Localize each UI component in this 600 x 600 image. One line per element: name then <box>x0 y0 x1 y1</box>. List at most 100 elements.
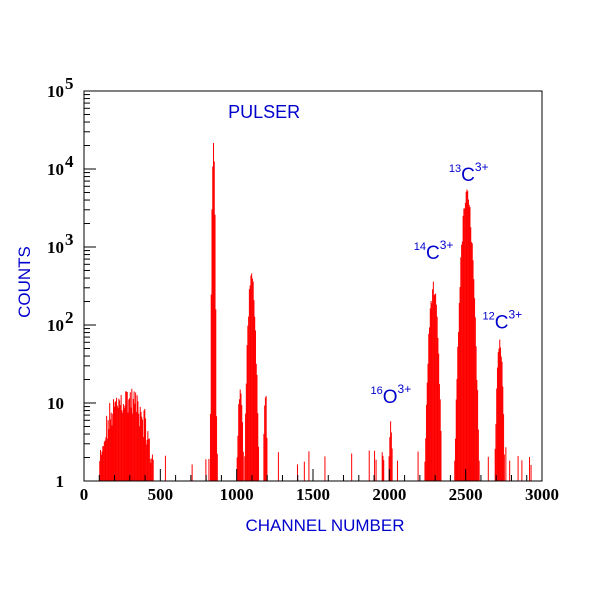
histogram-bar <box>248 289 250 481</box>
histogram-bar <box>351 453 353 481</box>
histogram-bar <box>244 456 246 481</box>
histogram-bar <box>191 464 193 481</box>
histogram-bar <box>252 281 254 481</box>
histogram-bar <box>101 451 103 481</box>
y-tick-exponent: 5 <box>65 74 74 93</box>
histogram-bar <box>257 413 259 481</box>
histogram-bar <box>245 413 247 481</box>
histogram-bar <box>375 459 377 481</box>
histogram-bar <box>454 460 456 481</box>
histogram-bar <box>437 337 439 481</box>
histogram-bar <box>466 189 468 481</box>
histogram-bar <box>459 287 461 481</box>
histogram-bar <box>464 202 466 481</box>
x-tick-label: 2500 <box>449 485 483 504</box>
histogram-bar <box>142 437 144 481</box>
histogram-bar <box>135 392 137 481</box>
histogram-bar <box>151 454 153 481</box>
histogram-bar <box>135 412 137 481</box>
x-tick-label: 1500 <box>296 485 330 504</box>
histogram-bar <box>115 401 117 481</box>
histogram-bar <box>438 384 440 481</box>
histogram-bar <box>124 405 126 481</box>
histogram-bar <box>501 361 503 481</box>
histogram-bar <box>133 391 135 481</box>
histogram-bar <box>216 453 218 481</box>
histogram-bar <box>473 279 475 481</box>
histogram-bar <box>110 412 112 481</box>
histogram-bar <box>463 208 465 481</box>
histogram-bar <box>106 415 108 481</box>
histogram-bar <box>457 346 459 481</box>
histogram-bar <box>432 289 434 481</box>
histogram-bar <box>119 400 121 481</box>
histogram-bar <box>434 294 436 481</box>
histogram-bar <box>125 391 127 481</box>
histogram-bar <box>102 446 104 481</box>
histogram-bar <box>123 408 125 481</box>
histogram-bar <box>428 333 430 481</box>
histogram-bar <box>149 458 151 481</box>
histogram-bar <box>147 431 149 481</box>
histogram-bar <box>212 166 214 481</box>
histogram-bar <box>209 413 211 481</box>
histogram-bar <box>477 429 479 481</box>
histogram-bar <box>126 391 128 481</box>
histogram-bar <box>390 432 392 481</box>
histogram-bar <box>435 293 437 481</box>
histogram-bar <box>139 406 141 481</box>
histogram-bar <box>100 454 102 481</box>
histogram-bar <box>151 458 153 481</box>
histogram-bar <box>138 413 140 481</box>
histogram-bar <box>458 331 460 481</box>
annotation-16o3plus: 16O3+ <box>371 382 412 408</box>
x-tick-label: 1000 <box>220 485 254 504</box>
histogram-bar <box>530 464 532 481</box>
histogram-bar <box>129 398 131 481</box>
histogram-bar <box>475 346 477 481</box>
histogram-bar <box>472 260 474 481</box>
histogram-bar <box>474 298 476 481</box>
annotation-14c3plus: 14C3+ <box>414 238 454 264</box>
histogram-bar <box>467 191 469 482</box>
histogram-bar <box>429 308 431 481</box>
histogram-bar <box>247 325 249 481</box>
histogram-bar <box>432 281 434 481</box>
histogram-bar <box>238 399 240 481</box>
histogram-bar <box>142 419 144 481</box>
histogram-bar <box>105 437 107 481</box>
histogram-bar <box>140 411 142 481</box>
histogram-bar <box>143 410 145 481</box>
x-tick-label: 500 <box>148 485 174 504</box>
annotation-pulser: PULSER <box>228 102 300 122</box>
histogram-bar <box>496 367 498 481</box>
histogram-bar <box>495 423 497 481</box>
histogram-bar <box>436 316 438 481</box>
histogram-bar <box>429 327 431 481</box>
histogram-bars <box>99 142 532 482</box>
histogram-bar <box>100 450 102 481</box>
histogram-bar <box>465 191 467 482</box>
histogram-bar <box>494 448 496 481</box>
histogram-bar <box>213 142 215 481</box>
histogram-bar <box>127 412 129 481</box>
histogram-bar <box>388 456 390 481</box>
histogram-bar <box>303 461 305 481</box>
histogram-bar <box>107 420 109 481</box>
histogram-bar <box>529 456 531 481</box>
histogram-bar <box>150 462 152 481</box>
histogram-bar <box>263 433 265 481</box>
histogram-bar <box>118 398 120 481</box>
histogram-bar <box>242 451 244 481</box>
histogram-bar <box>137 401 139 481</box>
histogram-bar <box>113 399 115 481</box>
histogram-bar <box>164 455 166 481</box>
histogram-bar <box>424 461 426 481</box>
histogram-bar <box>141 416 143 481</box>
histogram-bar <box>238 404 240 481</box>
histogram-bar <box>266 437 268 481</box>
histogram-bar <box>503 414 505 481</box>
histogram-bar <box>440 430 442 481</box>
histogram-bar <box>470 227 472 481</box>
